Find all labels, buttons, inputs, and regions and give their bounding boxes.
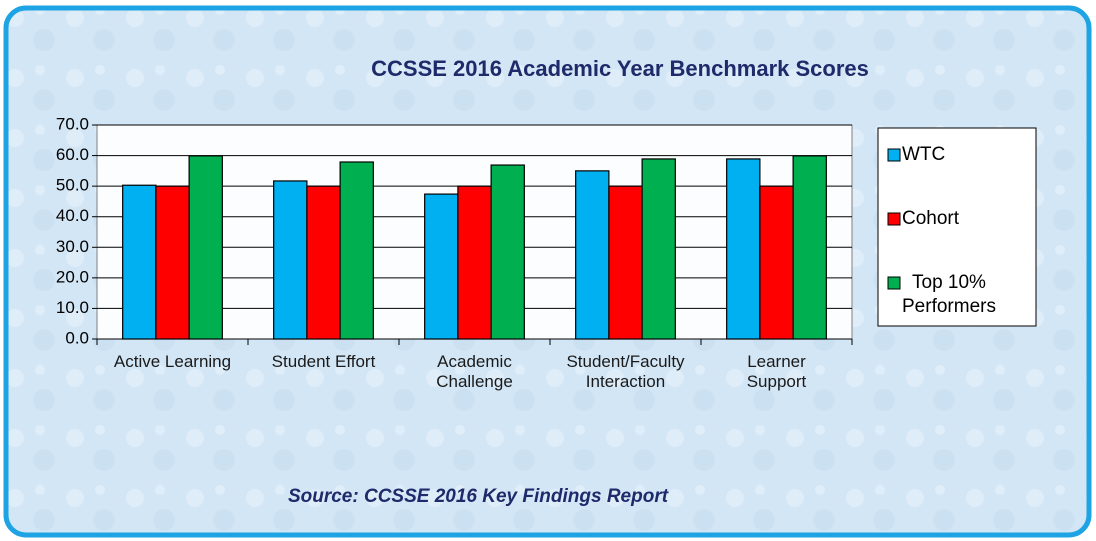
bar (608, 185, 643, 340)
bar (155, 185, 190, 340)
bar (575, 170, 610, 340)
y-tick-label: 60.0 (56, 145, 89, 164)
bar (457, 185, 492, 340)
y-tick-label: 50.0 (56, 176, 89, 195)
y-tick-label: 40.0 (56, 206, 89, 225)
x-tick-label: Student/Faculty Interaction (566, 352, 685, 391)
y-tick-label: 10.0 (56, 298, 89, 317)
bar (490, 164, 525, 340)
bar (306, 185, 341, 340)
x-tick-label: Student Effort (271, 352, 376, 371)
bar (726, 158, 761, 340)
legend-label: Top 10% Performers (902, 272, 996, 317)
legend-swatch (887, 148, 901, 162)
legend-label: WTC (902, 144, 946, 165)
y-tick-label: 70.0 (56, 114, 89, 133)
bar (339, 161, 374, 340)
legend-swatch (887, 212, 901, 226)
bar (792, 155, 827, 340)
y-tick-label: 30.0 (56, 237, 89, 256)
x-tick-label: Learner Support (746, 352, 807, 391)
bar (641, 158, 676, 340)
chart-title: CCSSE 2016 Academic Year Benchmark Score… (371, 56, 869, 81)
bar (759, 185, 794, 340)
bar (424, 193, 459, 340)
legend-label: Cohort (902, 208, 960, 229)
y-tick-label: 20.0 (56, 267, 89, 286)
legend-swatch (887, 276, 901, 290)
bar (188, 155, 223, 340)
bar (122, 184, 157, 340)
legend-box (877, 127, 1037, 327)
bar (273, 180, 308, 340)
source-note: Source: CCSSE 2016 Key Findings Report (288, 486, 669, 507)
y-tick-label: 0.0 (65, 328, 89, 347)
x-tick-label: Academic Challenge (436, 352, 513, 391)
x-tick-label: Active Learning (113, 352, 232, 371)
